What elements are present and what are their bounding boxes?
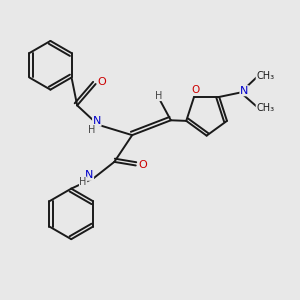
Text: N: N [240, 86, 248, 96]
Text: O: O [191, 85, 199, 95]
Text: CH₃: CH₃ [256, 70, 274, 80]
Text: H: H [88, 125, 95, 135]
Text: CH₃: CH₃ [256, 103, 274, 113]
Text: H: H [80, 177, 87, 187]
Text: O: O [138, 160, 147, 170]
Text: H: H [155, 91, 163, 100]
Text: N: N [93, 116, 101, 126]
Text: N: N [85, 170, 94, 180]
Text: O: O [98, 76, 106, 87]
